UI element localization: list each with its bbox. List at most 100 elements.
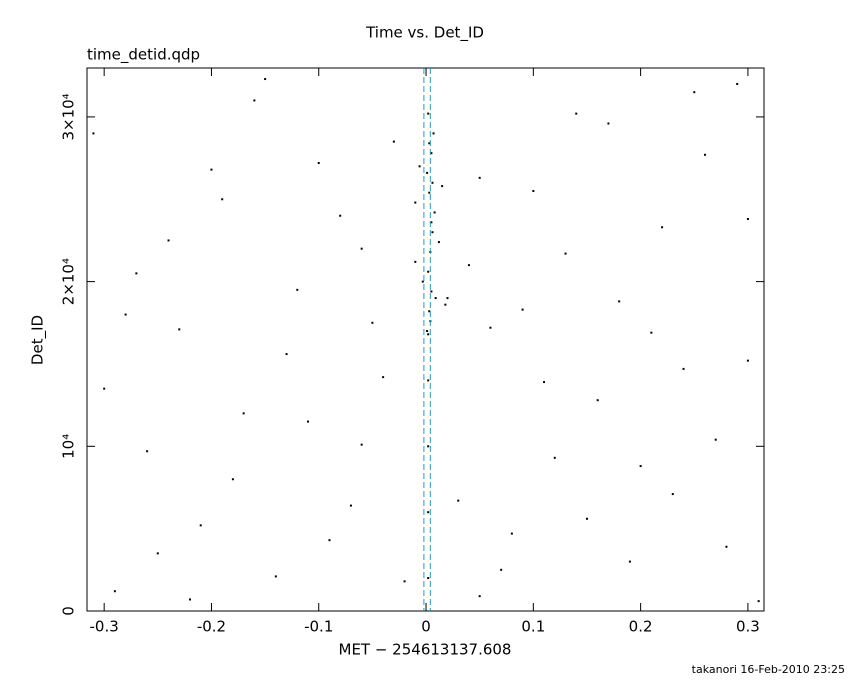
y-tick-label: 2×10⁴ xyxy=(60,258,78,305)
point xyxy=(639,465,642,468)
point xyxy=(426,171,429,174)
point xyxy=(392,140,395,143)
point xyxy=(433,211,436,214)
point xyxy=(441,185,444,188)
point xyxy=(428,191,431,194)
point xyxy=(434,297,437,300)
point xyxy=(446,297,449,300)
point xyxy=(736,82,739,85)
point xyxy=(427,112,430,115)
y-tick-label: 0 xyxy=(60,606,78,616)
point xyxy=(430,152,433,155)
point xyxy=(430,290,433,293)
point xyxy=(650,331,653,334)
point xyxy=(714,438,717,441)
point xyxy=(371,321,374,324)
point xyxy=(307,420,310,423)
point xyxy=(757,600,760,603)
point xyxy=(607,122,610,125)
point xyxy=(426,330,429,333)
point xyxy=(671,493,674,496)
x-tick-label: -0.2 xyxy=(197,618,226,636)
point xyxy=(264,78,267,81)
chart-subtitle: time_detid.qdp xyxy=(87,46,200,65)
y-tick-label: 3×10⁴ xyxy=(60,93,78,140)
point xyxy=(421,280,424,283)
point xyxy=(427,445,430,448)
point xyxy=(285,353,288,356)
point xyxy=(339,214,342,217)
point xyxy=(628,560,631,563)
point xyxy=(575,112,578,115)
point xyxy=(467,264,470,267)
point xyxy=(521,308,524,311)
footer: takanori 16-Feb-2010 23:25 xyxy=(692,663,845,676)
point xyxy=(414,201,417,204)
point xyxy=(103,387,106,390)
point xyxy=(661,226,664,229)
point xyxy=(360,443,363,446)
point xyxy=(693,91,696,94)
point xyxy=(113,590,116,593)
x-tick-label: 0.2 xyxy=(629,618,653,636)
point xyxy=(188,598,191,601)
point xyxy=(428,142,431,145)
point xyxy=(532,190,535,193)
point xyxy=(274,575,277,578)
point xyxy=(135,272,138,275)
point xyxy=(427,379,430,382)
point xyxy=(746,218,749,221)
point xyxy=(543,381,546,384)
point xyxy=(432,132,435,135)
plot-frame xyxy=(86,67,765,612)
point xyxy=(328,539,331,542)
point xyxy=(489,326,492,329)
point xyxy=(431,231,434,234)
point xyxy=(500,568,503,571)
point xyxy=(317,162,320,165)
x-tick-label: 0 xyxy=(421,618,431,636)
point xyxy=(199,524,202,527)
point xyxy=(418,165,421,168)
point xyxy=(360,247,363,250)
x-tick-label: 0.1 xyxy=(521,618,545,636)
point xyxy=(296,288,299,291)
point xyxy=(242,412,245,415)
point xyxy=(437,241,440,244)
point xyxy=(156,552,159,555)
chart-title: Time vs. Det_ID xyxy=(365,24,484,43)
point xyxy=(564,252,567,255)
point xyxy=(124,313,127,316)
point xyxy=(382,376,385,379)
point xyxy=(427,270,430,273)
point xyxy=(427,577,430,580)
point xyxy=(596,399,599,402)
point xyxy=(210,168,213,171)
x-axis-label: MET − 254613137.608 xyxy=(339,641,512,659)
point xyxy=(349,504,352,507)
point xyxy=(221,198,224,201)
point xyxy=(427,333,430,336)
point xyxy=(427,511,430,514)
point xyxy=(253,99,256,102)
point xyxy=(92,132,95,135)
point xyxy=(444,303,447,306)
point xyxy=(510,532,513,535)
point xyxy=(703,153,706,156)
point xyxy=(618,300,621,303)
point xyxy=(682,367,685,370)
point xyxy=(431,181,434,184)
point xyxy=(725,545,728,548)
point xyxy=(585,517,588,520)
point xyxy=(478,595,481,598)
point xyxy=(403,580,406,583)
point xyxy=(146,450,149,453)
point xyxy=(414,260,417,263)
point xyxy=(746,359,749,362)
point xyxy=(428,310,431,313)
x-tick-label: -0.1 xyxy=(304,618,333,636)
point xyxy=(231,478,234,481)
x-tick-label: 0.3 xyxy=(736,618,760,636)
